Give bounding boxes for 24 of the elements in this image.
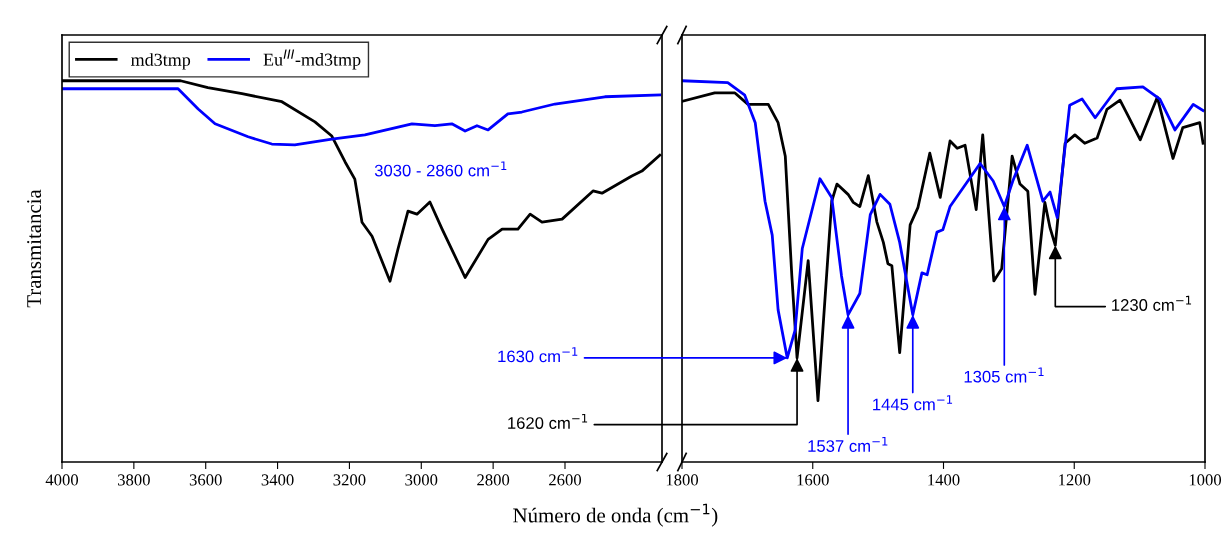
annotation: 1620 cm$^{−1}$: [508, 413, 588, 429]
annotation: 1537 cm$^{−1}$: [808, 436, 888, 452]
annotation: 3030 - 2860 cm$^{−1}$: [374, 161, 507, 177]
x-tick-label: 2600: [549, 474, 582, 486]
x-tick-label: 3600: [189, 474, 222, 486]
legend-label: md3tmp: [130, 53, 191, 70]
annotation: 1230 cm$^{−1}$: [1112, 295, 1192, 311]
annotation: 1630 cm$^{−1}$: [498, 347, 578, 363]
x-tick-label: 3200: [333, 474, 366, 486]
x-tick-label: 1200: [1059, 474, 1091, 486]
x-tick-label: 3800: [117, 474, 150, 486]
x-tick-label: 1000: [1189, 474, 1222, 486]
y-axis-title: Transmitancia: [27, 189, 42, 308]
x-tick-label: 4000: [45, 474, 79, 486]
x-axis-title: Número de onda (cm$^{−1}$): [513, 503, 718, 527]
x-tick-label: 1600: [797, 474, 829, 486]
annotation: 1445 cm$^{−1}$: [873, 395, 953, 411]
legend-label: Eu$^{III}$-md3tmp: [263, 49, 361, 70]
x-tick-label: 3000: [405, 474, 438, 486]
x-tick-label: 3400: [261, 474, 294, 486]
annotation: 1305 cm$^{−1}$: [964, 367, 1044, 383]
x-tick-label: 1400: [928, 474, 960, 486]
x-tick-label: 1800: [666, 474, 699, 486]
x-tick-label: 2800: [477, 474, 510, 486]
